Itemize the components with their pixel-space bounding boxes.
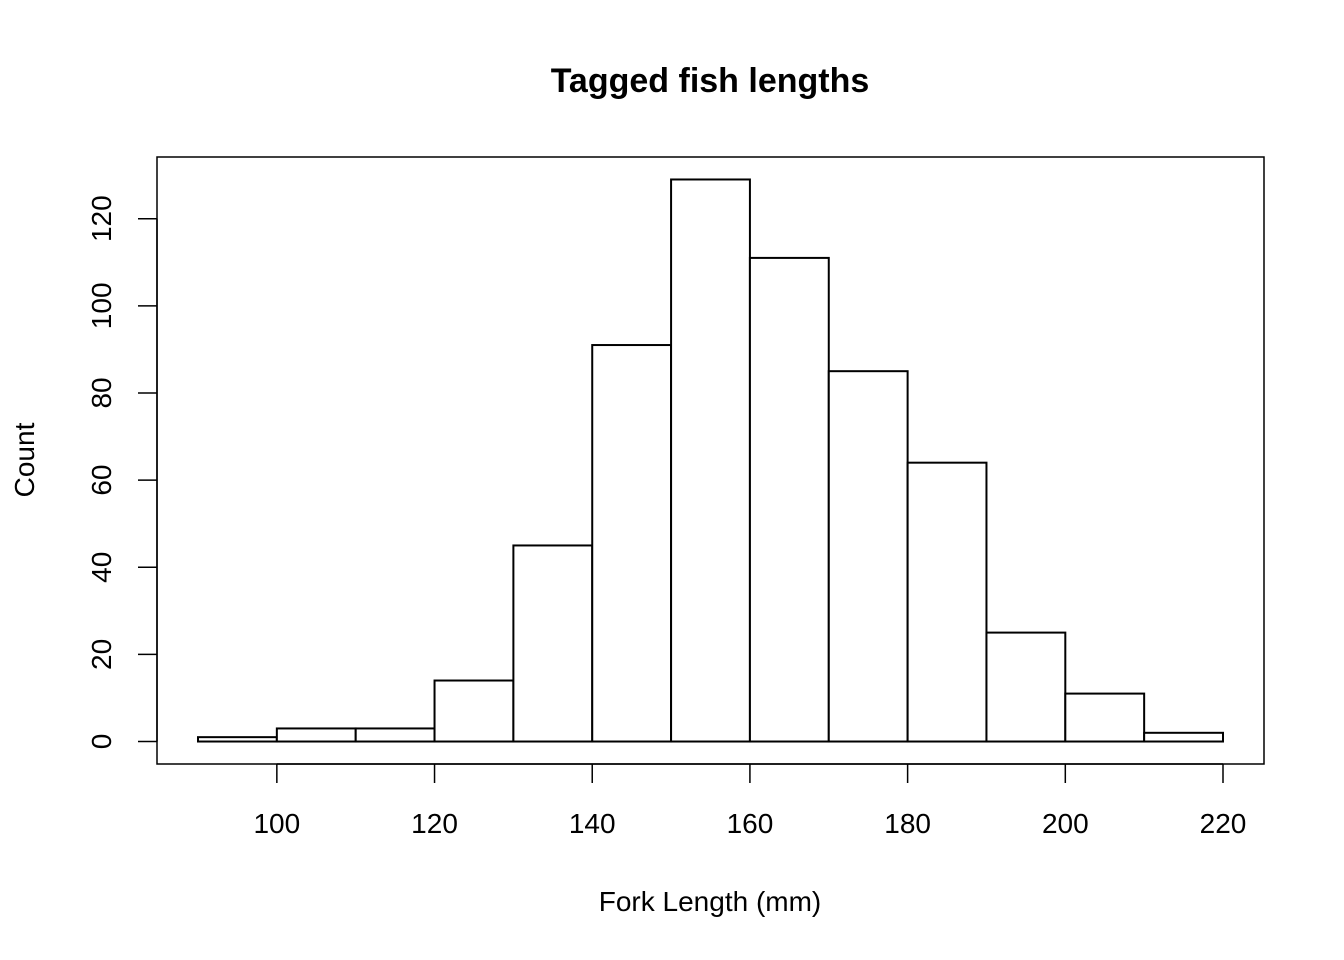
histogram-bar [985, 631, 1067, 743]
histogram-bar [670, 178, 751, 743]
y-tick-label: 20 [86, 639, 117, 670]
histogram-bar [748, 256, 830, 743]
y-tick-label: 0 [86, 734, 117, 750]
histogram-bar [906, 461, 988, 743]
chart-title: Tagged fish lengths [551, 62, 870, 100]
histogram-bar [512, 544, 594, 743]
histogram-bar [433, 679, 515, 743]
histogram-bar [591, 344, 673, 743]
histogram-bar [197, 736, 278, 743]
histogram-bar [1064, 692, 1146, 743]
x-tick-label: 140 [569, 808, 616, 839]
y-axis-label: Count [9, 422, 40, 497]
x-tick-label: 120 [411, 808, 458, 839]
x-tick-label: 220 [1200, 808, 1247, 839]
histogram-bar [1143, 731, 1224, 743]
y-tick-label: 80 [86, 377, 117, 408]
histogram-bar [275, 727, 357, 743]
x-tick-label: 200 [1042, 808, 1089, 839]
y-axis: 0 20 40 60 80 100 120 [86, 195, 158, 750]
y-tick-label: 120 [86, 195, 117, 242]
x-axis: 100 120 140 160 180 200 220 [253, 763, 1247, 839]
y-tick-label: 100 [86, 282, 117, 329]
x-tick-label: 160 [727, 808, 774, 839]
histogram-bar [827, 370, 909, 743]
histogram-bar [354, 727, 436, 743]
y-tick-label: 60 [86, 465, 117, 496]
y-tick-label: 40 [86, 552, 117, 583]
x-tick-label: 100 [253, 808, 300, 839]
bars-group [197, 178, 1224, 743]
x-axis-label: Fork Length (mm) [599, 886, 822, 917]
x-tick-label: 180 [884, 808, 931, 839]
